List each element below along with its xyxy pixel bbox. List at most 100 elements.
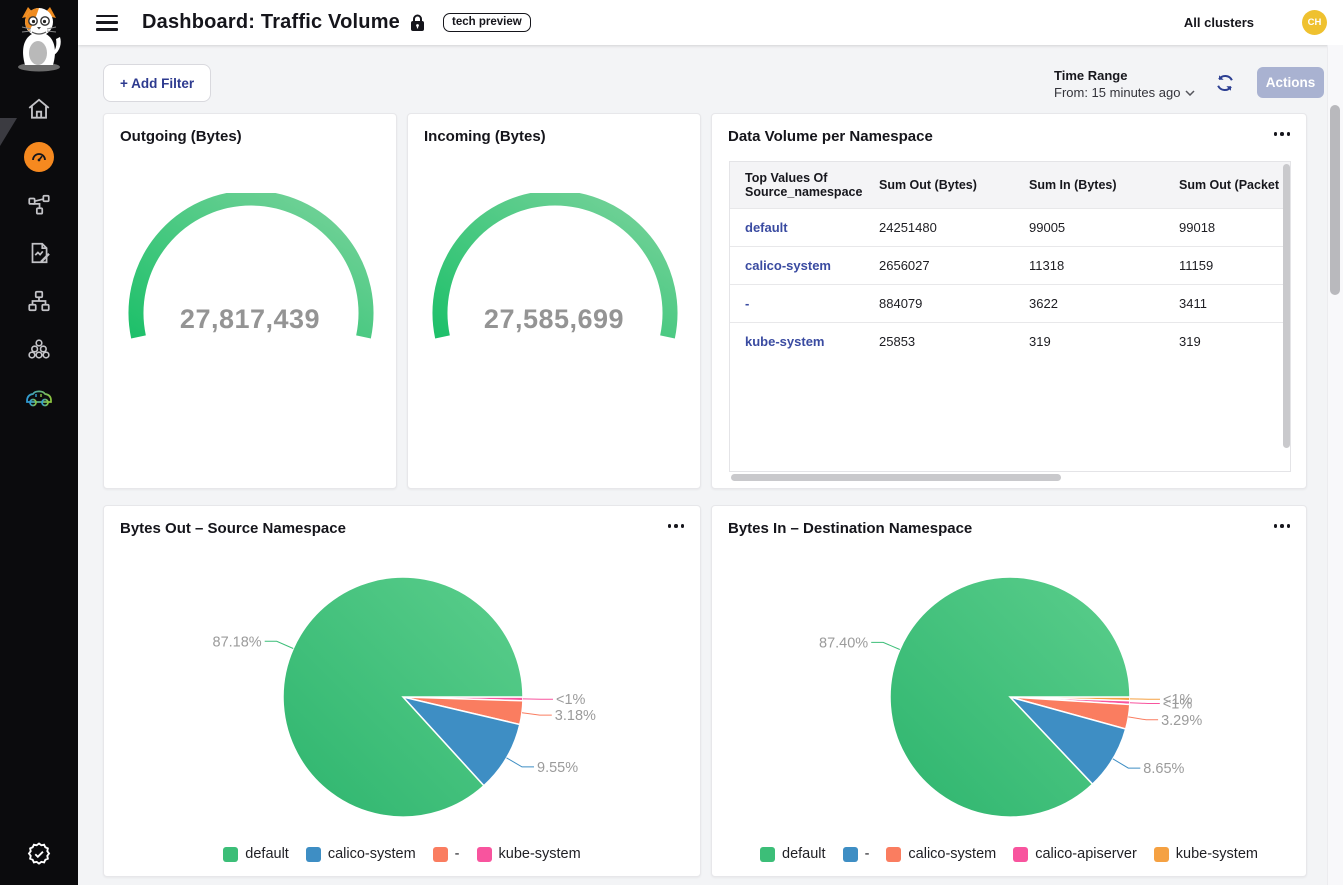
top-header: Dashboard: Traffic Volume tech preview A… [78,0,1343,45]
table-cell: 25853 [879,334,916,349]
table-header-row: Top Values Of Source_namespace Sum Out (… [730,162,1290,208]
sidebar-item-dashboards[interactable] [0,133,78,181]
sidebar-wedge-decoration [0,118,17,146]
legend-swatch [1153,846,1169,862]
legend-label: kube-system [498,846,581,862]
service-graph-icon [28,194,50,215]
sidebar-item-home[interactable] [0,85,78,133]
pie-label-line [1129,702,1160,704]
table-horizontal-scrollbar[interactable] [731,474,1061,481]
pie-percent-label: 8.65% [1143,761,1184,777]
column-header: Sum Out (Bytes) [879,178,977,192]
sidebar-item-service-graph[interactable] [0,181,78,229]
time-range-selector[interactable]: Time Range From: 15 minutes ago [1054,68,1195,100]
namespace-link[interactable]: calico-system [745,258,831,273]
legend-label: default [782,846,826,862]
sidebar [0,0,78,885]
page-scrollbar-track [1327,45,1343,885]
table-cell: 319 [1029,334,1051,349]
table-cell: 11318 [1029,258,1065,273]
outgoing-gauge [128,193,374,339]
pie-percent-label: 87.40% [819,635,868,651]
namespace-link[interactable]: kube-system [745,334,825,349]
card-title: Bytes In – Destination Namespace [728,520,973,537]
bytes-in-pie-card: Bytes In – Destination Namespace <1% <1% 3… [711,505,1307,877]
pie-slice-default[interactable] [889,576,1131,818]
table-cell: 11159 [1179,258,1214,273]
bytes-out-pie-chart: <1%3.18% 9.55% 87.18% [213,576,596,818]
namespace-link[interactable]: - [745,296,750,311]
table-vertical-scrollbar[interactable] [1283,164,1290,448]
sidebar-item-test-drive[interactable] [0,373,78,421]
legend-swatch [1013,846,1029,862]
table-cell: 3411 [1179,296,1207,311]
card-title: Data Volume per Namespace [728,128,933,145]
pie-percent-label: 87.18% [213,634,262,650]
add-filter-button[interactable]: + Add Filter [103,64,212,102]
time-range-value: From: 15 minutes ago [1054,85,1181,100]
incoming-bytes-card: Incoming (Bytes) 27,585,699 [407,113,701,489]
actions-button[interactable]: Actions [1257,67,1324,98]
legend-label: calico-apiserver [1035,846,1137,862]
pie-label-line [1128,716,1159,721]
legend-swatch [432,846,448,862]
pie-legend: default - calico-system calico-apiserver kub… [712,846,1306,862]
refresh-icon [1217,74,1233,92]
namespace-link[interactable]: default [745,220,788,235]
legend-item--[interactable]: - [842,846,870,862]
refresh-button[interactable] [1214,72,1236,94]
legend-swatch [223,846,239,862]
legend-swatch [305,846,321,862]
column-header: Sum Out (Packet [1179,178,1280,192]
table-cell: 3622 [1029,296,1058,311]
report-edit-icon [31,242,50,264]
table-row: - 884079 3622 3411 [730,284,1290,322]
sidebar-item-network-topology[interactable] [0,277,78,325]
card-menu-button[interactable] [1273,132,1290,136]
pie-legend: default calico-system - kube-system [104,846,700,862]
calico-cat-logo [18,7,61,72]
legend-swatch [842,846,858,862]
pie-label-line [871,641,900,650]
table-cell: 2656027 [879,258,930,273]
card-title: Outgoing (Bytes) [120,128,242,145]
legend-label: - [864,846,870,862]
pie-percent-label: <1% [1163,697,1193,713]
legend-item-calico-system[interactable]: calico-system [886,846,996,862]
car-icon [26,390,52,407]
legend-item-calico-system[interactable]: calico-system [305,846,416,862]
pie-slice-default[interactable] [282,576,524,818]
hamburger-menu-icon[interactable] [96,14,118,31]
page-scrollbar-thumb[interactable] [1330,105,1340,295]
legend-item-kube-system[interactable]: kube-system [476,846,581,862]
legend-item--[interactable]: - [432,846,460,862]
pie-percent-label: <1% [1163,692,1193,708]
sidebar-item-workload-clusters[interactable] [0,325,78,373]
avatar[interactable]: CH [1302,10,1327,35]
legend-swatch [760,846,776,862]
lock-icon [411,14,425,31]
outgoing-bytes-card: Outgoing (Bytes) 27,817,439 [103,113,397,489]
legend-item-kube-system[interactable]: kube-system [1153,846,1258,862]
all-clusters-selector[interactable]: All clusters [1183,15,1254,30]
table-cell: 884079 [879,296,923,311]
legend-label: kube-system [1175,846,1258,862]
legend-item-calico-apiserver[interactable]: calico-apiserver [1013,846,1137,862]
card-menu-button[interactable] [667,524,684,528]
pie-percent-label: <1% [556,692,586,708]
legend-item-default[interactable]: default [223,846,289,862]
legend-item-default[interactable]: default [760,846,826,862]
bytes-in-pie-chart: <1%<1%3.29%8.65%87.40% [819,576,1202,818]
legend-label: default [245,846,289,862]
time-range-label: Time Range [1054,68,1128,83]
card-title: Incoming (Bytes) [424,128,546,145]
incoming-gauge-value: 27,585,699 [483,304,625,334]
table-cell: 24251480 [879,220,937,235]
legend-swatch [886,846,902,862]
table-cell: 319 [1179,334,1201,349]
sidebar-item-compliance[interactable] [0,837,78,871]
pie-label-line [1112,758,1141,769]
card-menu-button[interactable] [1273,524,1290,528]
sidebar-item-reports[interactable] [0,229,78,277]
pie-label-line [506,757,534,768]
